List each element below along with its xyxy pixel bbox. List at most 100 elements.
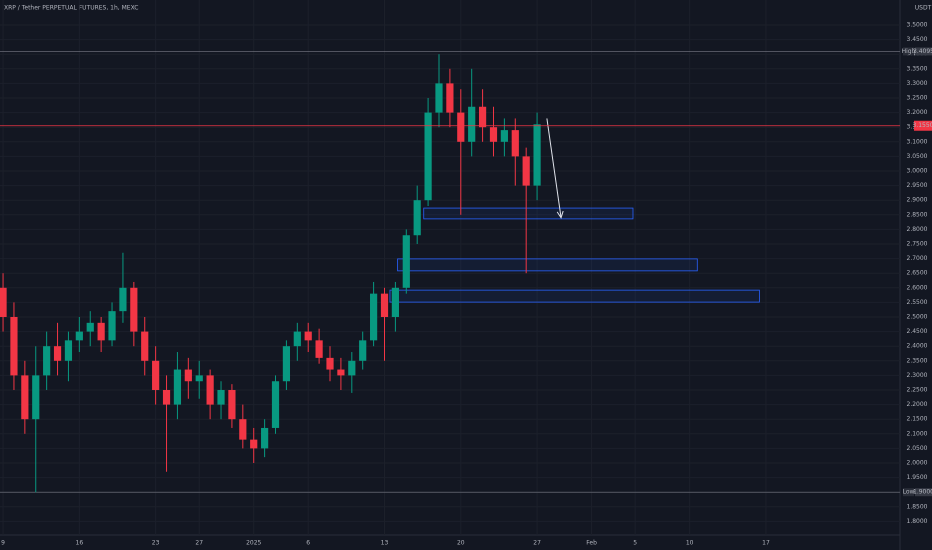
candle-body — [337, 369, 345, 376]
candle-body — [402, 235, 410, 288]
y-tick-label: 2.0500 — [907, 445, 928, 452]
candle-body — [97, 322, 105, 341]
level-name: High — [902, 48, 916, 55]
candle-body — [0, 287, 7, 317]
y-tick-label: 2.2000 — [907, 401, 928, 408]
candle-body — [413, 200, 421, 236]
y-tick-label: 2.7500 — [907, 240, 928, 247]
candle-body — [304, 331, 312, 341]
y-tick-label: 3.5000 — [907, 21, 928, 28]
candle-body — [271, 381, 280, 428]
y-tick-label: 2.3500 — [907, 357, 928, 364]
candle-body — [511, 130, 519, 157]
candle-body — [500, 130, 508, 142]
candle-body — [522, 156, 530, 186]
level-value: 1.9000 — [913, 489, 932, 496]
candle-body — [32, 375, 40, 420]
candle-body — [250, 439, 258, 449]
chart-title: XRP / Tether PERPETUAL FUTURES, 1h, MEXC — [4, 5, 138, 12]
x-tick-label: 9 — [1, 540, 5, 547]
x-tick-label: Feb — [586, 540, 597, 547]
level-name-tag — [903, 47, 914, 56]
candle-body — [391, 287, 399, 317]
candle-body — [370, 293, 378, 341]
x-tick-label: 27 — [533, 540, 541, 547]
y-tick-label: 3.3500 — [907, 65, 928, 72]
candle-body — [184, 369, 192, 382]
candle-body — [173, 369, 182, 405]
level-name-tag — [903, 488, 914, 497]
candle-body — [217, 389, 225, 405]
candle-body — [43, 346, 51, 376]
y-tick-label: 1.9500 — [907, 474, 928, 481]
arrow-head — [556, 210, 564, 219]
price-value: 3.1550 — [913, 122, 932, 129]
candle-body — [446, 83, 454, 113]
candle-body — [228, 389, 236, 420]
level-value-tag — [915, 47, 932, 56]
x-tick-label: 2025 — [246, 540, 261, 547]
candle-body — [162, 389, 171, 405]
candle-body — [261, 427, 269, 449]
candle-body — [53, 346, 62, 361]
y-tick-label: 2.8000 — [907, 226, 928, 233]
candle-body — [21, 375, 29, 420]
candle-body — [380, 293, 389, 317]
x-tick-label: 23 — [152, 540, 160, 547]
x-tick-label: 10 — [686, 540, 694, 547]
candle-body — [315, 340, 323, 358]
y-tick-label: 2.9500 — [907, 182, 928, 189]
level-value: 3.4095 — [913, 48, 932, 55]
x-tick-label: 20 — [457, 540, 465, 547]
candle-body — [424, 112, 432, 201]
x-tick-label: 13 — [381, 540, 389, 547]
candle-body — [239, 419, 247, 440]
y-tick-label: 3.0500 — [907, 153, 928, 160]
candle-body — [533, 124, 541, 186]
y-tick-label: 3.0000 — [907, 167, 928, 174]
y-tick-label: 2.3000 — [907, 372, 928, 379]
y-tick-label: 2.1000 — [907, 430, 928, 437]
candle-body — [141, 331, 149, 361]
candle-body — [359, 340, 367, 361]
price-tag — [914, 120, 932, 131]
zone — [397, 258, 698, 272]
candle-body — [119, 287, 127, 312]
candle-body — [75, 331, 83, 341]
y-tick-label: 3.2500 — [907, 94, 928, 101]
y-tick-label: 3.1000 — [907, 138, 928, 145]
candle-body — [130, 287, 138, 332]
x-tick-label: 6 — [306, 540, 310, 547]
y-tick-label: 2.9000 — [907, 197, 928, 204]
zone — [423, 207, 634, 220]
y-tick-label: 2.1500 — [907, 416, 928, 423]
x-tick-label: 27 — [195, 540, 203, 547]
candle-body — [206, 375, 214, 405]
candle-body — [489, 127, 498, 142]
y-tick-label: 1.8000 — [907, 518, 928, 525]
currency-label: USDT — [915, 5, 932, 12]
y-tick-label: 3.3000 — [907, 80, 928, 87]
candle-body — [282, 346, 291, 382]
y-tick-label: 1.8500 — [907, 503, 928, 510]
y-tick-label: 2.5500 — [907, 299, 928, 306]
x-tick-label: 16 — [76, 540, 84, 547]
candle-body — [435, 83, 443, 113]
arrow-line — [546, 118, 562, 218]
x-tick-label: 5 — [633, 540, 637, 547]
y-tick-label: 2.8500 — [907, 211, 928, 218]
candle-body — [10, 316, 18, 376]
candle-body — [478, 106, 487, 128]
level-name: Low — [903, 489, 915, 496]
x-tick-label: 17 — [762, 540, 770, 547]
y-tick-label: 2.6000 — [907, 284, 928, 291]
candle-body — [457, 112, 465, 142]
y-tick-label: 2.7000 — [907, 255, 928, 262]
y-tick-label: 2.6500 — [907, 270, 928, 277]
candle-body — [86, 322, 94, 332]
y-tick-label: 2.0000 — [907, 459, 928, 466]
candle-body — [64, 340, 73, 361]
candle-body — [108, 311, 116, 341]
